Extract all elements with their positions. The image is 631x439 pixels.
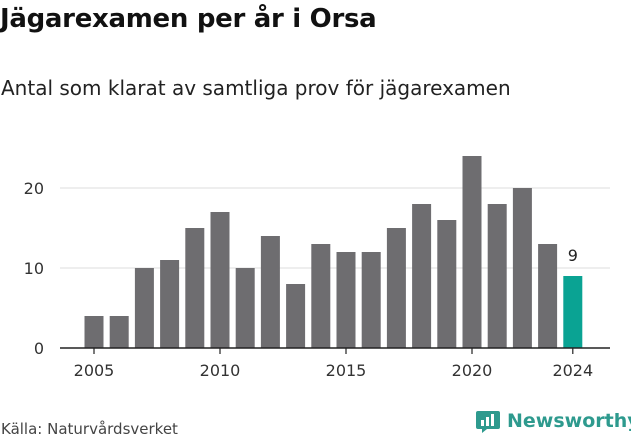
bar-chart: 0 10 20 9 2005 2010 2015 2020 2024 — [24, 156, 610, 380]
bar-2008 — [160, 260, 180, 348]
bar-2013 — [286, 284, 306, 348]
bar-2015 — [336, 252, 356, 348]
bar-2020 — [462, 156, 482, 348]
bar-2024 — [563, 276, 583, 348]
bar-2016 — [361, 252, 381, 348]
bar-2022 — [512, 188, 532, 348]
bar-2009 — [185, 228, 205, 348]
bar-2021 — [487, 204, 507, 348]
y-tick-label-20: 20 — [24, 179, 44, 198]
newsworthy-logo-icon — [476, 411, 500, 433]
x-tick-label-2005: 2005 — [74, 361, 115, 380]
x-tick-label-2015: 2015 — [326, 361, 367, 380]
bar-2018 — [412, 204, 432, 348]
bar-2005 — [84, 316, 104, 348]
chart-subtitle: Antal som klarat av samtliga prov för jä… — [1, 76, 511, 100]
bar-2010 — [210, 212, 230, 348]
bar-2011 — [235, 268, 255, 348]
bar-2012 — [260, 236, 280, 348]
y-tick-label-0: 0 — [34, 339, 44, 358]
bar-2023 — [538, 244, 558, 348]
bar-2007 — [134, 268, 154, 348]
brand-logo: Newsworthy — [475, 408, 631, 434]
x-tick-label-2010: 2010 — [200, 361, 241, 380]
source-note: Källa: Naturvårdsverket — [1, 420, 178, 438]
x-tick-label-2020: 2020 — [452, 361, 493, 380]
bar-2014 — [311, 244, 331, 348]
brand-name: Newsworthy — [507, 410, 631, 432]
data-label-2024: 9 — [568, 246, 578, 265]
chart-title: Jägarexamen per år i Orsa — [0, 4, 377, 34]
bar-2006 — [109, 316, 129, 348]
bar-2019 — [437, 220, 457, 348]
x-tick-label-2024: 2024 — [552, 361, 593, 380]
y-tick-label-10: 10 — [24, 259, 44, 278]
bar-2017 — [386, 228, 406, 348]
